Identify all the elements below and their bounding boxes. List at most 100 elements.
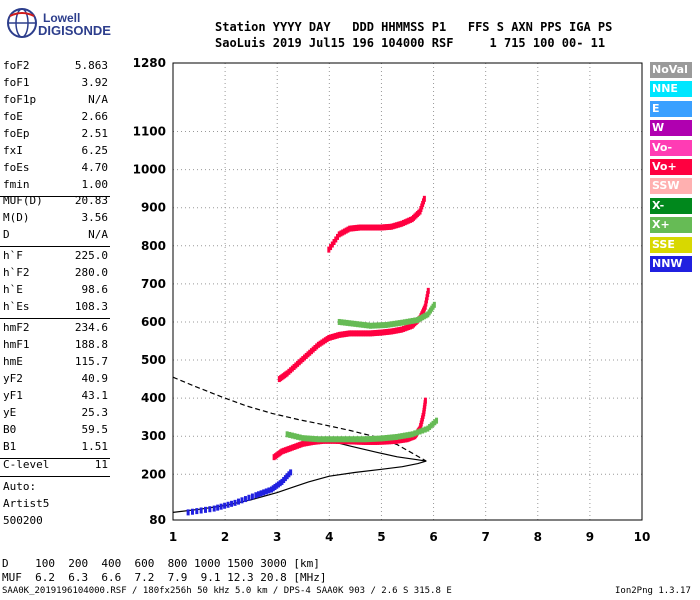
- scaling-line-3: 500200: [3, 514, 43, 527]
- param-name: hmF1: [3, 338, 30, 351]
- echo-point: [324, 436, 328, 443]
- echo-point: [408, 216, 412, 223]
- echo-point: [382, 224, 386, 231]
- logo-digisonde: DIGISONDE: [38, 23, 111, 38]
- logo-globe-icon: [7, 8, 37, 38]
- echo-point: [376, 435, 380, 442]
- echo-point: [405, 432, 409, 439]
- param-value: 115.7: [74, 355, 108, 368]
- echo-point: [278, 480, 282, 487]
- echo-point: [259, 490, 263, 497]
- echo-point: [408, 318, 412, 325]
- echo-point: [340, 319, 344, 326]
- echo-point: [285, 473, 289, 480]
- echo-point: [341, 229, 345, 236]
- echo-point: [342, 331, 346, 338]
- echo-point: [396, 327, 400, 334]
- echo-point: [379, 438, 383, 445]
- echo-point: [299, 357, 303, 364]
- echo-point: [285, 446, 289, 453]
- echo-point: [372, 438, 376, 445]
- echo-point: [204, 506, 208, 513]
- param-value: 98.6: [81, 283, 109, 296]
- echo-point: [316, 436, 320, 443]
- profile-curve-solid: [172, 440, 427, 513]
- echo-point: [351, 225, 355, 232]
- echo-point: [237, 498, 241, 505]
- echo-point: [387, 434, 391, 441]
- echo-point: [313, 344, 317, 351]
- param-name: foEp: [3, 127, 30, 140]
- echo-point: [382, 329, 386, 336]
- echo-point: [288, 431, 292, 438]
- param-name: C-level: [3, 458, 50, 471]
- echo-point: [395, 433, 399, 440]
- echo-point: [391, 328, 395, 335]
- legend-item: E: [650, 100, 692, 117]
- echo-point: [341, 331, 345, 338]
- echo-point: [371, 322, 375, 329]
- echo-point: [423, 426, 427, 433]
- param-value: 59.5: [81, 423, 109, 436]
- echo-point: [190, 508, 194, 515]
- echo-point: [351, 330, 355, 337]
- echo-point: [382, 438, 386, 445]
- param-value: 40.9: [81, 372, 109, 385]
- echo-point: [304, 440, 308, 447]
- x-tick-label: 2: [221, 530, 229, 544]
- echo-point: [388, 223, 392, 230]
- legend-item: NNW: [650, 256, 692, 272]
- echo-point: [353, 330, 357, 337]
- legend-item: NoVal: [650, 62, 692, 78]
- echo-point: [322, 338, 326, 345]
- profile-curve-dashed: [172, 376, 427, 462]
- echo-point: [388, 438, 392, 445]
- echo-point: [285, 431, 289, 438]
- echo-point: [301, 435, 305, 442]
- echo-point: [402, 432, 406, 439]
- echo-point: [369, 224, 373, 231]
- param-value: 3.56: [81, 211, 109, 224]
- echo-point: [199, 507, 203, 514]
- echo-point: [382, 322, 386, 329]
- echo-point: [309, 439, 313, 446]
- echo-point: [395, 320, 399, 327]
- y-tick-label: 800: [141, 239, 166, 253]
- echo-point: [402, 436, 406, 443]
- x-tick-label: 1: [169, 530, 177, 544]
- echo-point: [397, 320, 401, 327]
- echo-point: [254, 492, 258, 499]
- echo-point: [303, 435, 307, 442]
- param-separator: [0, 318, 110, 319]
- echo-point: [311, 435, 315, 442]
- echo-point: [287, 445, 291, 452]
- echo-point: [230, 500, 234, 507]
- echo-point: [363, 224, 367, 231]
- echo-point: [369, 436, 373, 443]
- echo-point: [358, 224, 362, 231]
- param-value: N/A: [88, 228, 108, 241]
- echo-point: [415, 317, 419, 324]
- echo-point: [402, 325, 406, 332]
- echo-point: [285, 370, 289, 377]
- echo-point: [195, 508, 199, 515]
- echo-point: [365, 224, 369, 231]
- echo-point: [353, 225, 357, 232]
- echo-point: [363, 330, 367, 337]
- echo-point: [367, 224, 371, 231]
- echo-point: [379, 224, 383, 231]
- echo-point: [327, 334, 331, 341]
- x-tick-label: 6: [429, 530, 437, 544]
- echo-point: [250, 493, 254, 500]
- echo-point: [435, 417, 439, 424]
- param-value: 5.863: [74, 59, 108, 72]
- echo-point: [337, 318, 341, 325]
- echo-point: [361, 436, 365, 443]
- echo-point: [297, 359, 301, 366]
- echo-point: [267, 487, 271, 494]
- echo-point: [374, 330, 378, 337]
- echo-point: [273, 483, 277, 490]
- y-tick-label: 1000: [133, 163, 166, 177]
- y-tick-label: 200: [141, 467, 166, 481]
- echo-point: [296, 442, 300, 449]
